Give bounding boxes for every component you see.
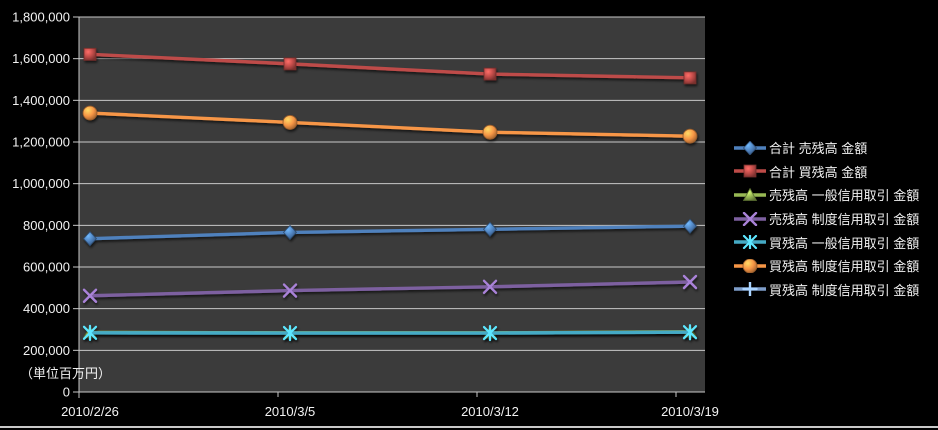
svg-text:2010/2/26: 2010/2/26: [61, 404, 119, 419]
legend-label: 買残高 制度信用取引 金額: [769, 282, 920, 298]
legend-key-icon: [733, 258, 767, 274]
legend-item: 合計 買残高 金額: [733, 160, 919, 184]
svg-text:1,200,000: 1,200,000: [12, 135, 70, 150]
legend-label: 買残高 制度信用取引 金額: [769, 259, 920, 275]
svg-text:2010/3/19: 2010/3/19: [661, 404, 719, 419]
chart-legend: 合計 売残高 金額 合計 買残高 金額 売残高 一般信用取引 金額 売残高 制度…: [733, 136, 919, 301]
legend-key-icon: [733, 140, 767, 156]
svg-text:1,800,000: 1,800,000: [12, 10, 70, 25]
legend-item: 売残高 制度信用取引 金額: [733, 207, 919, 231]
svg-text:600,000: 600,000: [23, 260, 70, 275]
svg-text:2010/3/12: 2010/3/12: [461, 404, 519, 419]
legend-key-icon: [733, 234, 767, 251]
svg-text:200,000: 200,000: [23, 343, 70, 358]
svg-text:0: 0: [63, 385, 70, 400]
legend-key-icon: [733, 164, 767, 178]
svg-text:1,400,000: 1,400,000: [12, 93, 70, 108]
axis-unit-label: （単位百万円）: [20, 366, 112, 381]
legend-key-icon: [733, 211, 767, 226]
legend-key-icon: [733, 281, 767, 298]
legend-label: 売残高 制度信用取引 金額: [769, 212, 920, 228]
svg-text:1,600,000: 1,600,000: [12, 51, 70, 66]
svg-text:2010/3/5: 2010/3/5: [265, 404, 316, 419]
legend-item: 合計 売残高 金額: [733, 136, 919, 160]
svg-text:1,000,000: 1,000,000: [12, 176, 70, 191]
legend-item: 買残高 一般信用取引 金額: [733, 230, 919, 254]
bottom-border-line: [0, 426, 938, 428]
legend-key-icon: [733, 187, 767, 202]
legend-item: 売残高 一般信用取引 金額: [733, 183, 919, 207]
svg-text:800,000: 800,000: [23, 218, 70, 233]
legend-label: 合計 買残高 金額: [769, 164, 868, 180]
legend-item: 買残高 制度信用取引 金額: [733, 254, 919, 278]
legend-label: 売残高 一般信用取引 金額: [769, 188, 920, 204]
svg-text:400,000: 400,000: [23, 301, 70, 316]
legend-item: 買残高 制度信用取引 金額: [733, 278, 919, 302]
legend-label: 合計 売残高 金額: [769, 141, 868, 157]
legend-label: 買残高 一般信用取引 金額: [769, 235, 920, 251]
